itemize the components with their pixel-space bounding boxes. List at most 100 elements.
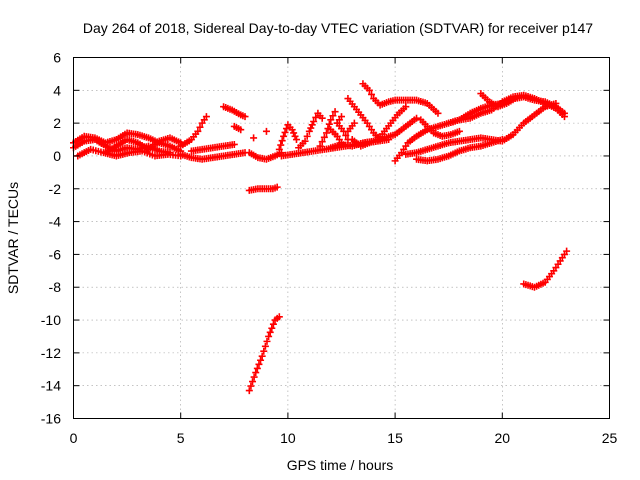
series-trace-22 — [333, 113, 345, 127]
data-point — [255, 360, 263, 368]
x-tick-label: 20 — [495, 430, 511, 446]
data-point — [261, 342, 269, 350]
y-tick-label: -8 — [49, 279, 62, 295]
series-trace-21 — [344, 119, 358, 135]
y-axis-label: SDTVAR / TECUs — [5, 182, 21, 294]
data-point — [281, 128, 289, 136]
series-trace-25 — [348, 136, 373, 150]
series-trace-6 — [177, 113, 210, 150]
data-point — [338, 113, 345, 121]
data-point — [316, 142, 324, 150]
data-point — [268, 324, 276, 332]
data-point — [237, 126, 245, 134]
y-tick-label: -6 — [49, 246, 62, 262]
x-tick-label: 0 — [70, 430, 78, 446]
data-point — [282, 125, 290, 133]
chart-title: Day 264 of 2018, Sidereal Day-to-day VTE… — [83, 20, 593, 36]
data-point — [269, 320, 277, 328]
series-trace-17 — [295, 109, 326, 152]
series-trace-14 — [262, 127, 270, 135]
data-point — [280, 132, 288, 140]
data-point — [290, 129, 298, 137]
y-tick-label: -10 — [41, 312, 61, 328]
axis-ticks — [73, 57, 610, 419]
y-tick-label: 4 — [53, 82, 61, 98]
data-point — [273, 183, 281, 191]
data-point — [560, 109, 568, 117]
data-point — [301, 137, 309, 145]
x-tick-label: 10 — [280, 430, 296, 446]
data-point — [331, 108, 339, 116]
series-trace-33 — [477, 90, 568, 117]
data-point — [342, 131, 350, 139]
series-trace-4 — [102, 134, 185, 157]
series-trace-15 — [275, 121, 300, 153]
data-point — [365, 139, 373, 147]
data-point — [250, 134, 258, 142]
data-point — [368, 90, 376, 98]
plot-frame — [73, 57, 610, 419]
data-point — [247, 382, 255, 390]
series-trace-31 — [417, 116, 463, 140]
data-point — [260, 347, 268, 355]
series-trace-13 — [250, 134, 258, 142]
data-point — [320, 133, 328, 141]
y-tick-label: -14 — [41, 378, 61, 394]
series-trace-12 — [245, 313, 283, 395]
data-point — [275, 313, 283, 321]
series-trace-18 — [316, 108, 339, 150]
data-point — [265, 332, 273, 340]
data-point — [563, 247, 571, 255]
data-point — [413, 114, 421, 122]
data-point — [350, 119, 358, 127]
grid — [73, 57, 610, 419]
data-point — [277, 141, 285, 149]
series-trace-32 — [445, 91, 568, 127]
y-tick-label: -2 — [49, 181, 62, 197]
data-point — [312, 113, 320, 121]
data-point — [252, 369, 260, 377]
data-point — [262, 127, 270, 135]
data-point — [310, 117, 318, 125]
x-tick-label: 5 — [177, 430, 185, 446]
data-point — [305, 127, 313, 135]
data-point — [402, 103, 410, 111]
data-point — [202, 113, 210, 121]
data-point — [250, 373, 258, 381]
y-tick-label: -12 — [41, 345, 61, 361]
series-trace-27 — [374, 103, 410, 144]
data-point — [292, 136, 300, 144]
data-point — [245, 387, 253, 395]
series-trace-7 — [187, 140, 238, 155]
data-series — [70, 80, 571, 395]
data-point — [322, 129, 330, 137]
y-tick-label: 6 — [53, 50, 61, 66]
data-point — [318, 114, 326, 122]
data-point — [318, 138, 326, 146]
data-point — [249, 378, 257, 386]
data-point — [241, 113, 249, 121]
data-point — [307, 124, 315, 132]
data-point — [196, 123, 204, 131]
x-tick-labels: 0 5 10 15 20 25 — [70, 430, 618, 446]
series-trace-9 — [230, 122, 245, 134]
data-point — [291, 132, 299, 140]
y-tick-labels: -16 -14 -12 -10 -8 -6 -4 -2 0 2 4 6 — [41, 50, 61, 427]
data-point — [288, 126, 296, 134]
data-point — [325, 120, 333, 128]
y-tick-label: 2 — [53, 115, 61, 131]
y-tick-label: 0 — [53, 148, 61, 164]
data-point — [258, 352, 266, 360]
x-tick-label: 25 — [602, 430, 618, 446]
data-point — [498, 136, 506, 144]
x-axis-label: GPS time / hours — [287, 457, 394, 473]
series-trace-24 — [359, 80, 442, 117]
data-point — [266, 328, 274, 336]
series-trace-11 — [245, 183, 281, 194]
data-point — [329, 112, 337, 120]
data-point — [308, 121, 316, 129]
y-tick-label: -16 — [41, 411, 61, 427]
data-point — [194, 127, 202, 135]
series-trace-34 — [520, 247, 571, 291]
